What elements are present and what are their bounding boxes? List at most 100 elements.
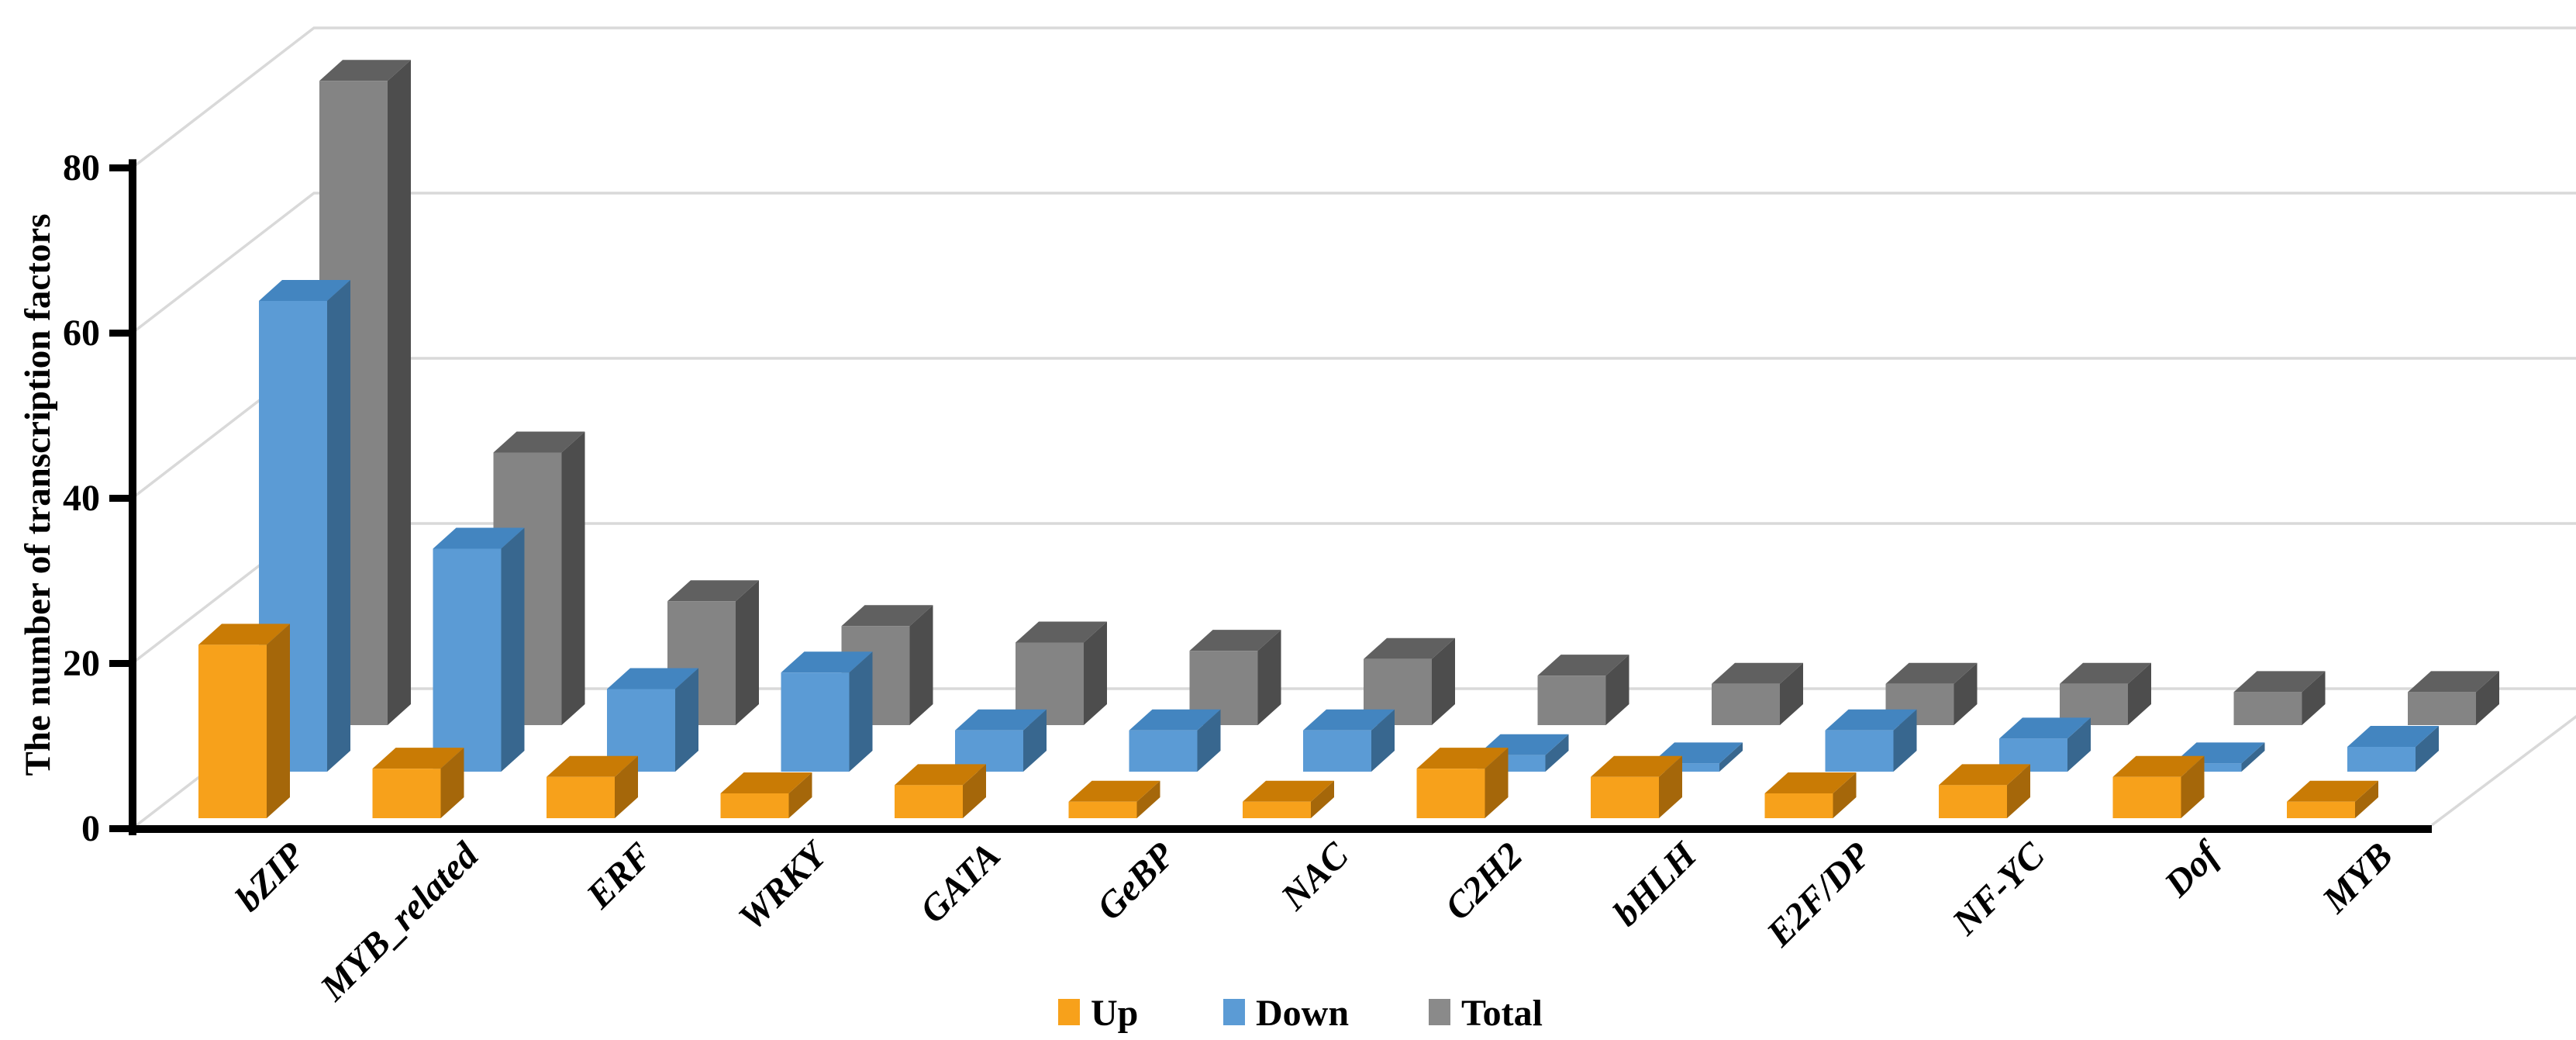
y-tick-0 bbox=[109, 825, 133, 832]
bar-side-face bbox=[1311, 780, 1334, 818]
bar-front-face bbox=[1416, 769, 1485, 818]
bar-top-face bbox=[1243, 780, 1334, 802]
bar-up-C2H2 bbox=[1416, 748, 1509, 818]
bar-down-GeBP bbox=[1129, 709, 1221, 772]
bar-total-NAC bbox=[1364, 637, 1455, 725]
bar-up-WRKY bbox=[720, 772, 812, 818]
bar-side-face bbox=[849, 651, 873, 772]
bar-front-face bbox=[1016, 642, 1084, 725]
bar-top-face bbox=[781, 651, 873, 673]
bar-top-face bbox=[2408, 671, 2499, 693]
x-axis-line bbox=[129, 825, 2432, 833]
bar-up-NAC bbox=[1243, 780, 1334, 818]
bar-top-face bbox=[955, 709, 1047, 731]
bar-side-face bbox=[675, 668, 698, 772]
legend-item-down: Down bbox=[1223, 993, 1349, 1034]
bar-side-face bbox=[1893, 709, 1917, 772]
bar-front-face bbox=[433, 548, 502, 772]
bar-top-face bbox=[720, 772, 812, 794]
bar-front-face bbox=[2112, 776, 2181, 818]
bar-top-face bbox=[493, 431, 585, 453]
bar-down-GATA bbox=[955, 709, 1047, 772]
y-tick-20 bbox=[109, 660, 133, 667]
bar-side-face bbox=[909, 605, 933, 725]
bar-top-face bbox=[1999, 717, 2091, 739]
bar-side-face bbox=[1257, 630, 1281, 725]
bar-side-face bbox=[736, 580, 759, 725]
bar-front-face bbox=[1364, 658, 1432, 725]
bar-up-ERF bbox=[547, 755, 638, 818]
bar-top-face bbox=[2287, 780, 2378, 802]
bar-up-MYB bbox=[2287, 780, 2378, 818]
bar-side-face bbox=[440, 748, 464, 818]
bar-total-bHLH bbox=[1712, 662, 1803, 725]
bar-front-face bbox=[1243, 801, 1311, 818]
bar-front-face bbox=[1712, 683, 1780, 725]
bar-top-face bbox=[2060, 662, 2151, 684]
bar-side-face bbox=[1545, 734, 1569, 772]
bar-top-face bbox=[1303, 709, 1395, 731]
bar-top-face bbox=[1129, 709, 1221, 731]
bar-front-face bbox=[372, 769, 441, 818]
floor-right-edge bbox=[2430, 714, 2576, 827]
bar-total-GATA bbox=[1016, 621, 1107, 725]
bar-down-NF-YC bbox=[1999, 717, 2091, 772]
bar-side-face bbox=[2355, 780, 2378, 818]
bar-side-face bbox=[2416, 726, 2439, 772]
bar-top-face bbox=[1591, 755, 1682, 777]
bar-side-face bbox=[1605, 655, 1629, 725]
bar-total-NF-YC bbox=[2060, 662, 2151, 725]
bar-front-face bbox=[2408, 692, 2476, 725]
y-axis-title: The number of transcription factors bbox=[18, 214, 58, 776]
bar-top-face bbox=[2347, 726, 2439, 748]
bar-front-face bbox=[1591, 776, 1659, 818]
bar-total-GeBP bbox=[1189, 630, 1281, 725]
bar-side-face bbox=[2181, 755, 2205, 818]
bar-top-face bbox=[1537, 655, 1629, 676]
bar-top-face bbox=[319, 60, 411, 81]
bar-top-face bbox=[433, 527, 525, 549]
bar-front-face bbox=[781, 672, 850, 772]
bar-side-face bbox=[561, 431, 585, 725]
y-tick-label-80: 80 bbox=[63, 147, 100, 188]
bar-up-GATA bbox=[895, 764, 986, 818]
bar-side-face bbox=[2302, 671, 2326, 725]
bar-front-face bbox=[2233, 692, 2302, 725]
bar-down-WRKY bbox=[781, 651, 873, 772]
legend-item-total: Total bbox=[1429, 993, 1543, 1034]
bar-front-face bbox=[1939, 785, 2007, 818]
bar-side-face bbox=[267, 624, 290, 818]
bar-up-Dof bbox=[2112, 755, 2205, 818]
bar-top-face bbox=[2112, 755, 2205, 777]
bar-top-face bbox=[667, 580, 759, 602]
bar-up-bZIP bbox=[198, 624, 290, 818]
bar-side-face bbox=[1371, 709, 1395, 772]
bar-front-face bbox=[198, 644, 267, 818]
bar-down-E2F/DP bbox=[1825, 709, 1917, 772]
bar-side-face bbox=[2007, 764, 2030, 818]
y-tick-40 bbox=[109, 495, 133, 502]
bar-side-face bbox=[1833, 772, 1857, 818]
bar-top-face bbox=[372, 748, 464, 769]
bar-side-face bbox=[1432, 637, 1455, 725]
bar-side-face bbox=[388, 60, 411, 726]
bar-top-face bbox=[2233, 671, 2326, 693]
bar-total-C2H2 bbox=[1537, 655, 1629, 725]
bar-top-face bbox=[1939, 764, 2030, 786]
bar-front-face bbox=[2287, 801, 2355, 818]
bar-top-face bbox=[841, 605, 933, 627]
gridline-80 bbox=[131, 26, 2576, 169]
bar-front-face bbox=[547, 776, 615, 818]
bar-side-face bbox=[615, 755, 638, 818]
y-tick-60 bbox=[109, 330, 133, 337]
bar-down-NAC bbox=[1303, 709, 1395, 772]
bar-front-face bbox=[1189, 651, 1258, 725]
bar-side-face bbox=[1659, 755, 1682, 818]
bar-front-face bbox=[1999, 738, 2067, 772]
legend-label-down: Down bbox=[1256, 993, 1349, 1034]
y-tick-label-40: 40 bbox=[63, 478, 100, 519]
legend-label-total: Total bbox=[1461, 993, 1543, 1034]
bar-side-face bbox=[1197, 709, 1221, 772]
